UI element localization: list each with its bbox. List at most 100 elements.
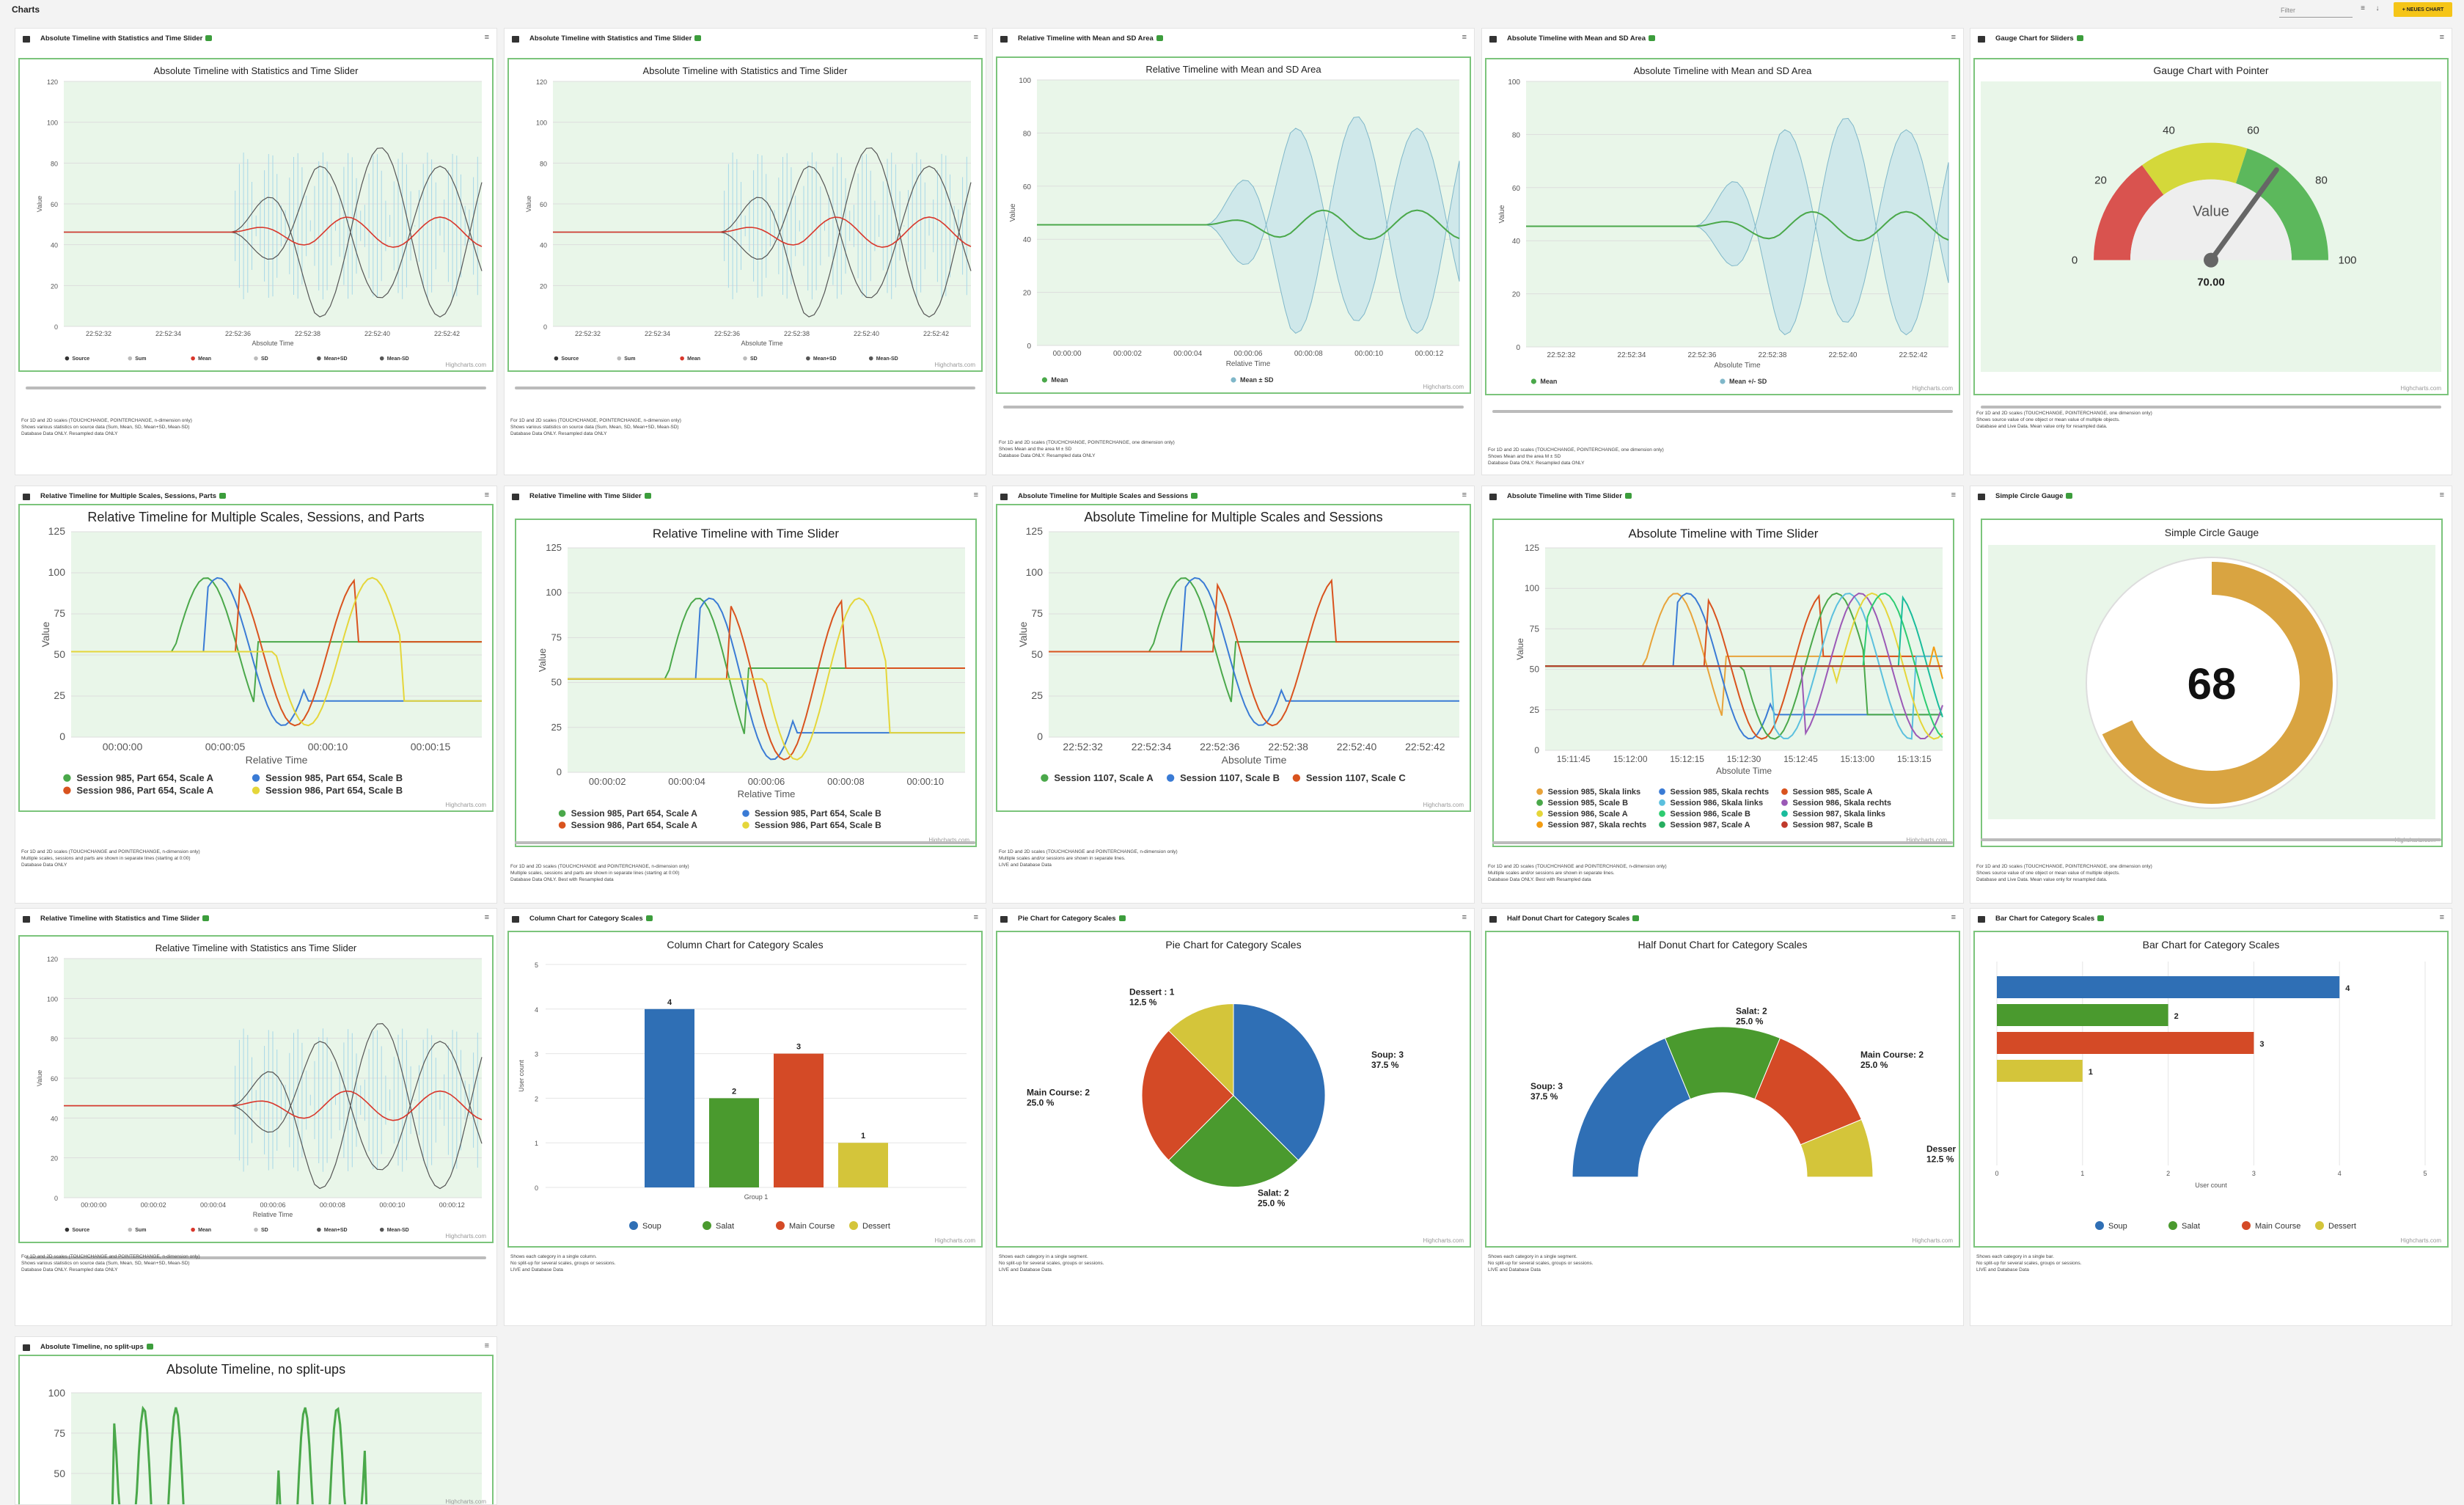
legend-marker[interactable] <box>1659 799 1665 806</box>
legend-marker[interactable] <box>252 786 260 794</box>
legend-marker[interactable] <box>1659 821 1665 828</box>
legend-item[interactable]: Session 985, Part 654, Scale B <box>265 772 403 783</box>
legend-marker[interactable] <box>1231 377 1236 383</box>
legend-item[interactable]: SD <box>261 1228 268 1233</box>
legend-item[interactable]: Mean-SD <box>387 356 409 362</box>
legend-marker[interactable] <box>742 821 749 829</box>
highcharts-credit[interactable]: Highcharts.com <box>1912 385 1953 392</box>
card-menu-icon[interactable]: ≡ <box>1951 491 1956 499</box>
legend-marker[interactable] <box>1166 774 1175 782</box>
pie-slice[interactable] <box>1800 1118 1874 1178</box>
highcharts-credit[interactable]: Highcharts.com <box>2400 385 2441 392</box>
legend-marker[interactable] <box>317 356 321 361</box>
legend-item[interactable]: Session 986, Part 654, Scale A <box>571 820 698 830</box>
legend-item[interactable]: SD <box>750 356 758 362</box>
card-menu-icon[interactable]: ≡ <box>973 913 978 922</box>
legend-marker[interactable] <box>1536 821 1543 828</box>
column-bar[interactable] <box>838 1143 888 1187</box>
card-menu-icon[interactable]: ≡ <box>973 491 978 499</box>
column-bar[interactable] <box>774 1053 824 1187</box>
legend-marker[interactable] <box>1041 774 1049 782</box>
legend-item[interactable]: Mean-SD <box>876 356 898 362</box>
legend-marker[interactable] <box>63 774 71 782</box>
legend-item[interactable]: Session 985, Part 654, Scale A <box>571 808 698 819</box>
legend-item[interactable]: Main Course <box>2255 1222 2300 1231</box>
legend-marker[interactable] <box>65 356 70 361</box>
legend-item[interactable]: Mean-SD <box>387 1228 409 1233</box>
sort-direction-icon[interactable]: ↓ <box>2375 4 2380 12</box>
legend-marker[interactable] <box>254 1227 258 1232</box>
card-menu-icon[interactable]: ≡ <box>2439 33 2444 42</box>
legend-item[interactable]: Mean ± SD <box>1240 376 1274 384</box>
legend-marker[interactable] <box>558 821 566 829</box>
time-slider[interactable] <box>515 841 975 844</box>
new-chart-button[interactable]: + NEUES CHART <box>2394 2 2452 17</box>
time-slider[interactable] <box>1981 838 2441 841</box>
pie-slice[interactable] <box>1141 1030 1234 1161</box>
legend-marker[interactable] <box>317 1227 321 1232</box>
legend-item[interactable]: Session 985, Part 654, Scale B <box>755 808 881 819</box>
highcharts-credit[interactable]: Highcharts.com <box>928 837 969 843</box>
highcharts-credit[interactable]: Highcharts.com <box>1423 802 1464 808</box>
legend-marker[interactable] <box>252 774 260 782</box>
sort-icon[interactable]: ≡ <box>2361 4 2365 12</box>
card-menu-icon[interactable]: ≡ <box>973 33 978 42</box>
legend-item[interactable]: Mean <box>687 356 700 362</box>
highcharts-credit[interactable]: Highcharts.com <box>2400 1237 2441 1244</box>
legend-marker[interactable] <box>1536 799 1543 806</box>
legend-marker[interactable] <box>65 1227 70 1232</box>
legend-marker[interactable] <box>806 356 810 361</box>
time-slider[interactable] <box>1492 410 1953 413</box>
time-slider[interactable] <box>26 1256 486 1259</box>
legend-item[interactable]: Source <box>72 356 89 362</box>
time-slider[interactable] <box>515 387 975 389</box>
pie-slice[interactable] <box>1233 1003 1326 1161</box>
column-bar[interactable] <box>709 1098 759 1187</box>
legend-marker[interactable] <box>617 356 622 361</box>
legend-marker[interactable] <box>128 1227 133 1232</box>
legend-item[interactable]: Main Course <box>789 1222 835 1231</box>
legend-item[interactable]: Session 985, Skala links <box>1548 788 1641 797</box>
highcharts-credit[interactable]: Highcharts.com <box>1906 837 1947 843</box>
highcharts-credit[interactable]: Highcharts.com <box>445 1233 486 1239</box>
card-menu-icon[interactable]: ≡ <box>2439 491 2444 499</box>
legend-marker[interactable] <box>1659 788 1665 795</box>
legend-marker[interactable] <box>1781 799 1788 806</box>
legend-item[interactable]: Dessert <box>862 1222 890 1231</box>
legend-marker[interactable] <box>1781 788 1788 795</box>
legend-item[interactable]: Mean <box>198 1228 211 1233</box>
card-menu-icon[interactable]: ≡ <box>484 33 489 42</box>
highcharts-credit[interactable]: Highcharts.com <box>445 802 486 808</box>
legend-marker[interactable] <box>554 356 559 361</box>
highcharts-credit[interactable]: Highcharts.com <box>934 1237 975 1244</box>
legend-marker[interactable] <box>2168 1221 2177 1230</box>
legend-item[interactable]: Session 1107, Scale A <box>1054 772 1154 783</box>
legend-item[interactable]: Mean+SD <box>324 1228 348 1233</box>
legend-item[interactable]: Source <box>561 356 579 362</box>
legend-item[interactable]: Sum <box>135 1228 146 1233</box>
card-menu-icon[interactable]: ≡ <box>484 491 489 499</box>
highcharts-credit[interactable]: Highcharts.com <box>934 362 975 368</box>
legend-item[interactable]: Session 985, Part 654, Scale A <box>76 772 213 783</box>
legend-marker[interactable] <box>1530 378 1536 384</box>
legend-item[interactable]: Session 987, Skala links <box>1792 810 1885 819</box>
bar[interactable] <box>1997 1032 2254 1054</box>
legend-marker[interactable] <box>191 1227 195 1232</box>
legend-marker[interactable] <box>1536 788 1543 795</box>
legend-marker[interactable] <box>849 1221 858 1230</box>
legend-marker[interactable] <box>1292 774 1301 782</box>
legend-item[interactable]: Mean <box>198 356 211 362</box>
legend-marker[interactable] <box>868 356 873 361</box>
legend-item[interactable]: Salat <box>2182 1222 2200 1231</box>
card-menu-icon[interactable]: ≡ <box>1462 491 1467 499</box>
legend-item[interactable]: Mean +/- SD <box>1729 378 1767 385</box>
card-menu-icon[interactable]: ≡ <box>484 1341 489 1350</box>
legend-item[interactable]: Session 1107, Scale B <box>1180 772 1280 783</box>
bar[interactable] <box>1997 976 2340 998</box>
time-slider[interactable] <box>1981 406 2441 409</box>
bar[interactable] <box>1997 1004 2168 1026</box>
column-bar[interactable] <box>645 1008 694 1187</box>
legend-marker[interactable] <box>743 356 747 361</box>
legend-item[interactable]: Session 986, Scale A <box>1548 810 1628 819</box>
legend-item[interactable]: Session 986, Scale B <box>1671 810 1751 819</box>
